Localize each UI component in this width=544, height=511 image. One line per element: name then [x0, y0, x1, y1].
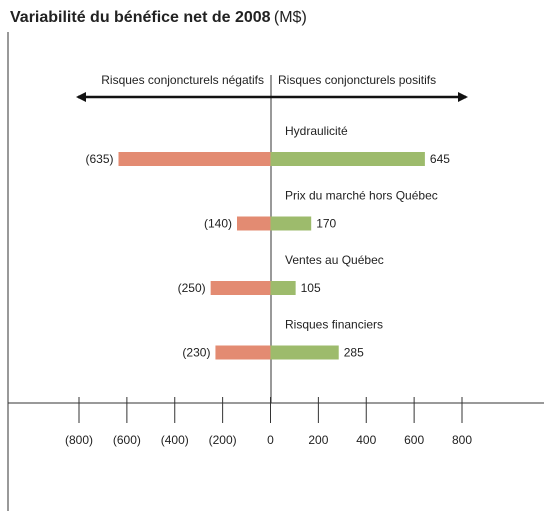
- category-label: Ventes au Québec: [285, 253, 384, 267]
- chart-title: Variabilité du bénéfice net de 2008: [10, 9, 271, 26]
- value-label: (250): [178, 281, 206, 295]
- x-tick-label: 400: [356, 433, 376, 447]
- bar: [215, 345, 271, 360]
- category-label: Risques financiers: [285, 318, 383, 332]
- bar: [210, 281, 271, 295]
- category-label: Prix du marché hors Québec: [285, 189, 438, 203]
- chart-subtitle: (M$): [274, 9, 307, 26]
- x-tick-label: (200): [209, 433, 237, 447]
- value-label: 105: [301, 281, 321, 295]
- value-label: (635): [85, 152, 113, 166]
- bar: [270, 216, 312, 231]
- bar: [270, 345, 339, 360]
- value-label: 170: [316, 217, 336, 231]
- chart-title-group: Variabilité du bénéfice net de 2008 (M$): [10, 9, 307, 26]
- x-tick-label: 0: [267, 433, 274, 447]
- value-label: 285: [344, 346, 364, 360]
- bar: [270, 281, 296, 295]
- x-tick-label: 200: [308, 433, 328, 447]
- x-tick-label: (800): [65, 433, 93, 447]
- bar: [118, 152, 271, 166]
- legend-positive: Risques conjoncturels positifs: [278, 73, 436, 87]
- x-tick-label: (400): [161, 433, 189, 447]
- value-label: (140): [204, 217, 232, 231]
- legend-negative: Risques conjoncturels négatifs: [101, 73, 264, 87]
- x-tick-label: 800: [452, 433, 472, 447]
- category-label: Hydraulicité: [285, 124, 348, 138]
- bar: [270, 152, 425, 166]
- bar: [236, 216, 271, 231]
- value-label: (230): [182, 346, 210, 360]
- x-tick-label: (600): [113, 433, 141, 447]
- value-label: 645: [430, 152, 450, 166]
- x-tick-label: 600: [404, 433, 424, 447]
